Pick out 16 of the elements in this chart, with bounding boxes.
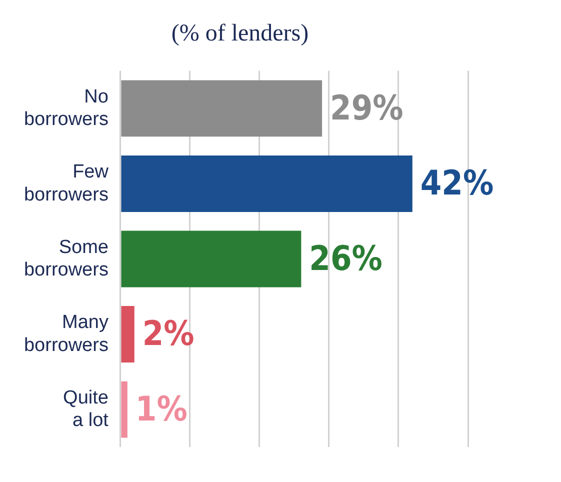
y-tick-label: No borrowers [24,86,108,130]
bar [121,155,412,212]
data-label: 42% [420,164,494,204]
data-label: 2% [142,314,194,354]
y-tick-label: Quite a lot [63,387,110,432]
bar [121,306,134,363]
y-tick-label: Many borrowers [24,312,109,356]
data-label: 1% [135,389,188,430]
y-tick-label: Some borrowers [24,236,108,281]
chart-title: (% of lenders) [171,20,309,47]
data-label: 26% [309,238,382,279]
bar [121,230,302,288]
bar [121,80,322,137]
y-tick-label: Few borrowers [24,162,109,206]
bar [121,381,128,438]
data-label: 29% [330,88,404,128]
